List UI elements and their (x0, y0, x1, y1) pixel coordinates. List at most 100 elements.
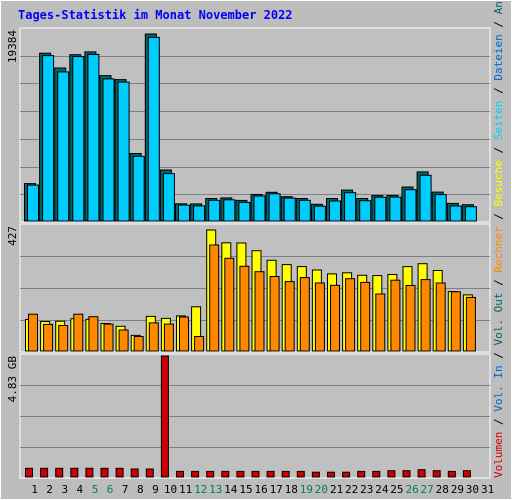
volume-volumen-bar-day-17 (266, 470, 275, 478)
visits-rechner-bar-day-9 (148, 322, 159, 352)
volume-volumen-bar-day-2 (40, 467, 49, 478)
x-tick-label-22: 22 (345, 483, 358, 496)
volume-volumen-bar-day-21 (327, 471, 335, 478)
legend-separator: / (492, 412, 505, 432)
visits-rechner-bar-day-10 (163, 323, 174, 352)
legend-seiten: Seiten (492, 100, 505, 140)
visits-max-label: 427 (6, 226, 19, 246)
hits-dateien-bar-day-24 (374, 196, 387, 222)
x-tick-label-20: 20 (315, 483, 328, 496)
visits-rechner-bar-day-25 (390, 279, 401, 352)
x-tick-label-8: 8 (137, 483, 144, 496)
visits-rechner-bar-day-22 (345, 278, 356, 352)
hits-dateien-bar-day-3 (57, 71, 70, 222)
volume-volumen-bar-day-22 (342, 471, 351, 478)
x-tick-label-21: 21 (330, 483, 343, 496)
hits-dateien-bar-day-20 (313, 205, 326, 222)
x-tick-label-5: 5 (92, 483, 99, 496)
hits-dateien-bar-day-21 (329, 200, 341, 222)
x-axis-tick-labels: 1 2 3 4 5 6 7 8 9 10 11 12 13 14 15 16 17 18 19 20 21 22 23 24 2… (31, 483, 494, 496)
hits-dateien-bar-day-17 (268, 193, 281, 222)
chart-title: Tages-Statistik im Monat November 2022 (18, 8, 293, 22)
visits-rechner-bar-day-19 (299, 277, 310, 352)
x-tick-label-14: 14 (224, 483, 238, 496)
hits-dateien-bar-day-16 (253, 195, 266, 222)
volume-volumen-bar-day-3 (55, 467, 64, 478)
volume-volumen-bar-day-12 (191, 470, 200, 478)
volume-volumen-bar-day-24 (372, 470, 381, 478)
volume-volumen-bar-day-15 (236, 470, 245, 478)
x-tick-label-31: 31 (481, 483, 494, 496)
legend-vol-out: Vol. Out (492, 293, 505, 346)
legend-separator: / (492, 346, 505, 366)
x-tick-label-12: 12 (194, 483, 207, 496)
hits-dateien-bar-day-18 (283, 197, 296, 222)
x-tick-label-17: 17 (270, 483, 283, 496)
x-tick-label-3: 3 (61, 483, 68, 496)
x-tick-label-19: 19 (300, 483, 313, 496)
hits-dateien-bar-day-23 (359, 200, 372, 222)
legend-separator: / (492, 140, 505, 160)
x-tick-label-4: 4 (76, 483, 83, 496)
visits-rechner-bar-day-3 (58, 325, 69, 352)
hits-dateien-bar-day-9 (147, 36, 160, 222)
visits-rechner-bar-day-7 (118, 329, 129, 352)
visits-rechner-bar-day-14 (224, 257, 235, 352)
hits-dateien-bar-day-26 (404, 189, 417, 222)
visits-rechner-bar-day-29 (450, 291, 461, 352)
hits-dateien-bar-day-2 (42, 55, 55, 222)
x-tick-label-1: 1 (31, 483, 38, 496)
hits-dateien-bar-day-10 (162, 173, 175, 222)
visits-rechner-bar-day-26 (405, 285, 416, 352)
hits-dateien-bar-day-4 (72, 56, 85, 222)
hits-dateien-bar-day-27 (419, 174, 432, 222)
visits-rechner-bar-day-28 (435, 282, 446, 352)
legend-vol-in: Vol. In (492, 365, 505, 411)
legend-dateien: Dateien (492, 34, 505, 80)
visits-panel: 427 (6, 223, 491, 353)
chart-panels: 19384 427 4.83 GB (6, 27, 491, 479)
legend-volumen: Volumen (492, 432, 505, 478)
hits-panel: 19384 (6, 27, 491, 223)
x-tick-label-27: 27 (420, 483, 433, 496)
hits-dateien-bar-day-29 (449, 205, 462, 222)
visits-rechner-bar-day-16 (254, 271, 265, 352)
volume-volumen-bar-day-4 (70, 467, 79, 478)
volume-volumen-bar-day-8 (130, 468, 139, 478)
volume-volumen-bar-day-16 (251, 470, 260, 478)
x-tick-label-10: 10 (164, 483, 177, 496)
x-tick-label-28: 28 (436, 483, 449, 496)
hits-dateien-bar-day-19 (298, 199, 311, 222)
volume-volumen-bar-day-10 (160, 355, 169, 478)
hits-dateien-bar-day-11 (178, 204, 190, 222)
volume-volumen-bar-day-19 (296, 470, 305, 478)
x-tick-label-18: 18 (285, 483, 298, 496)
hits-dateien-bar-day-6 (102, 78, 115, 222)
legend-separator: / (492, 14, 505, 34)
volume-volumen-bar-day-26 (402, 470, 411, 478)
legend-separator: / (492, 81, 505, 101)
hits-dateien-bar-day-1 (27, 184, 39, 222)
volume-volumen-bar-day-27 (417, 469, 426, 478)
visits-rechner-bar-day-2 (43, 323, 54, 352)
x-tick-label-30: 30 (466, 483, 479, 496)
x-tick-label-16: 16 (254, 483, 267, 496)
volume-volumen-bar-day-20 (311, 471, 320, 478)
visits-rechner-bar-day-18 (284, 281, 295, 352)
x-tick-label-9: 9 (152, 483, 159, 496)
x-tick-label-7: 7 (122, 483, 129, 496)
visits-rechner-bar-day-4 (73, 313, 84, 352)
hits-dateien-bar-day-25 (389, 196, 402, 222)
x-tick-label-15: 15 (239, 483, 252, 496)
legend-besuche: Besuche (492, 160, 505, 206)
visits-rechner-bar-day-27 (420, 279, 431, 352)
x-tick-label-29: 29 (451, 483, 464, 496)
volume-max-label: 4.83 GB (6, 356, 19, 403)
volume-volumen-bar-day-7 (115, 467, 124, 478)
x-tick-label-11: 11 (179, 483, 192, 496)
volume-volumen-bar-day-18 (281, 470, 290, 478)
volume-volumen-bar-day-29 (447, 470, 456, 478)
visits-rechner-bar-day-6 (103, 323, 114, 352)
volume-panel: 4.83 GB (6, 353, 491, 479)
